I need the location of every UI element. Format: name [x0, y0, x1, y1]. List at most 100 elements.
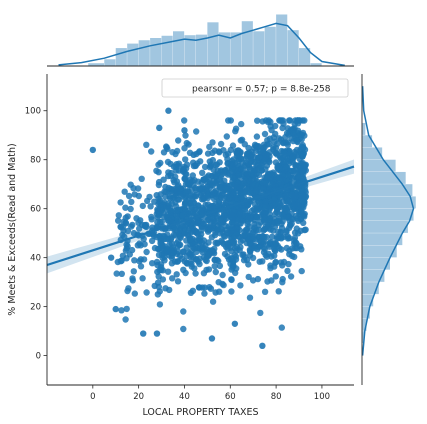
scatter-point [300, 144, 307, 152]
scatter-point [243, 153, 251, 160]
scatter-point [151, 282, 158, 290]
scatter-point [180, 163, 188, 171]
y-marginal-bar [362, 331, 365, 344]
scatter-point [183, 171, 190, 178]
scatter-point [189, 172, 196, 179]
scatter-point [302, 226, 309, 233]
scatter-point [275, 135, 283, 142]
scatter-point [212, 218, 219, 225]
x-marginal-bar [173, 31, 185, 67]
scatter-point [215, 192, 223, 199]
scatter-point [219, 239, 226, 246]
scatter-point [182, 189, 190, 196]
scatter-point [286, 251, 293, 258]
scatter-point [148, 213, 155, 221]
scatter-point [296, 162, 304, 170]
scatter-point [143, 248, 150, 256]
x-marginal-bar [138, 40, 150, 66]
scatter-point [219, 229, 226, 236]
scatter-point [228, 255, 235, 262]
scatter-point [237, 282, 244, 289]
scatter-point [205, 227, 213, 234]
scatter-point [187, 236, 194, 243]
scatter-point [218, 216, 225, 223]
x-tick-label: 60 [225, 392, 236, 402]
legend: pearsonr = 0.57; p = 8.8e-258 [161, 78, 349, 98]
scatter-point [215, 148, 222, 155]
scatter-point [259, 233, 266, 240]
scatter-point [261, 246, 268, 253]
scatter-point [268, 171, 276, 178]
scatter-point [201, 176, 208, 183]
scatter-point [121, 233, 128, 240]
scatter-point [183, 244, 190, 251]
scatter-point [194, 202, 202, 209]
scatter-point [272, 273, 279, 280]
scatter-point [223, 186, 230, 193]
scatter-point [223, 133, 230, 140]
scatter-point [198, 227, 205, 234]
scatter-point [259, 210, 266, 218]
scatter-point [122, 204, 129, 211]
scatter-point [153, 330, 161, 337]
scatter-point [270, 241, 278, 249]
scatter-point [176, 196, 183, 203]
scatter-point [131, 257, 138, 264]
scatter-point [271, 194, 278, 202]
scatter-point [216, 197, 223, 204]
scatter-point [140, 235, 147, 243]
scatter-point [292, 192, 299, 200]
y-marginal-bar [362, 122, 366, 135]
scatter-point [216, 262, 224, 270]
scatter-point [221, 169, 229, 176]
scatter-point [280, 258, 288, 266]
scatter-point [213, 161, 221, 168]
scatter-point [284, 172, 292, 179]
scatter-point [131, 191, 138, 198]
scatter-point [156, 124, 163, 132]
scatter-point [247, 158, 255, 165]
y-marginal-bar [362, 135, 373, 148]
scatter-point [228, 224, 235, 231]
scatter-point [208, 335, 216, 342]
scatter-point [130, 229, 138, 237]
scatter-point [283, 130, 291, 137]
legend-box [161, 78, 349, 98]
x-tick-label: 80 [271, 392, 282, 402]
x-marginal-bar [264, 26, 276, 66]
scatter-point [228, 161, 235, 169]
scatter-point [278, 324, 285, 331]
scatter-point [261, 130, 269, 138]
scatter-point [251, 141, 259, 148]
x-axis-label: LOCAL PROPERTY TAXES [142, 407, 258, 418]
scatter-point [225, 242, 232, 249]
scatter-point [130, 268, 137, 275]
scatter-point [257, 185, 264, 192]
scatter-point [180, 308, 187, 315]
scatter-point [121, 188, 128, 195]
scatter-point [291, 148, 298, 156]
scatter-point [251, 231, 258, 238]
scatter-point [282, 191, 289, 199]
scatter-point [239, 159, 246, 167]
scatter-point [228, 181, 235, 189]
scatter-point [209, 298, 217, 305]
x-marginal-bar [88, 63, 104, 66]
scatter-point [178, 255, 185, 262]
scatter-point [151, 244, 159, 252]
scatter-point [147, 203, 154, 210]
scatter-point [129, 221, 136, 229]
scatter-point [206, 143, 213, 151]
scatter-point [118, 307, 125, 314]
scatter-point [122, 214, 129, 221]
scatter-point [165, 235, 172, 243]
scatter-point [174, 216, 181, 223]
scatter-point [135, 219, 142, 226]
scatter-point [269, 180, 276, 188]
scatter-point [201, 290, 208, 297]
scatter-point [123, 305, 130, 313]
scatter-point [253, 213, 261, 221]
scatter-point [155, 161, 162, 168]
scatter-point [112, 305, 119, 313]
